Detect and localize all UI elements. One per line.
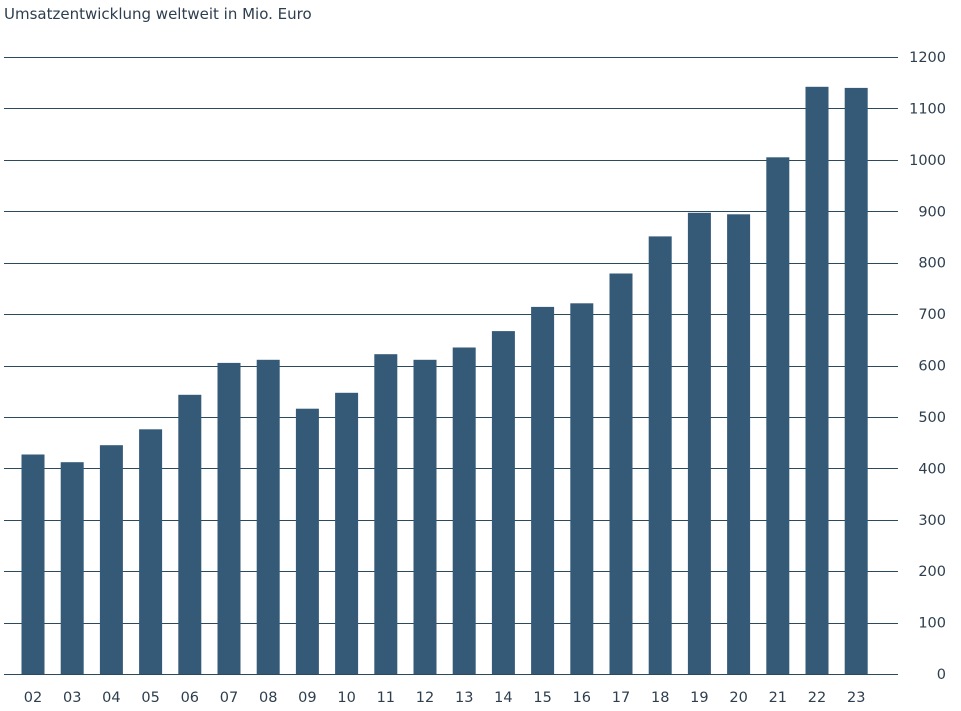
x-tick-label: 05 xyxy=(141,690,159,706)
bar-11 xyxy=(374,354,398,674)
x-tick-label: 07 xyxy=(220,690,238,706)
x-tick-label: 21 xyxy=(769,690,787,706)
x-tick-label: 09 xyxy=(298,690,316,706)
bar-23 xyxy=(844,87,868,674)
y-tick-label: 200 xyxy=(918,564,946,580)
bar-22 xyxy=(805,86,829,675)
x-tick-label: 10 xyxy=(337,690,355,706)
x-tick-label: 16 xyxy=(573,690,591,706)
y-tick-label: 1200 xyxy=(909,50,946,66)
x-tick-label: 22 xyxy=(808,690,826,706)
y-tick-label: 500 xyxy=(918,410,946,426)
x-tick-label: 23 xyxy=(847,690,865,706)
bar-10 xyxy=(335,392,359,674)
x-tick-label: 17 xyxy=(612,690,630,706)
bar-19 xyxy=(687,212,711,675)
x-tick-labels: 02 03 04 05 06 07 08 09 10 11 12 13 14 15 16 17 18 19 20 21… xyxy=(24,690,866,706)
bar-09 xyxy=(295,408,319,674)
x-tick-label: 18 xyxy=(651,690,669,706)
bar-15 xyxy=(531,306,555,674)
bars xyxy=(21,86,868,675)
y-tick-label: 300 xyxy=(918,513,946,529)
bar-14 xyxy=(491,331,515,674)
x-tick-label: 12 xyxy=(416,690,434,706)
bar-12 xyxy=(413,359,437,674)
grid-lines xyxy=(4,57,898,675)
y-tick-label: 1000 xyxy=(909,153,946,169)
y-tick-label: 1100 xyxy=(909,101,946,117)
y-tick-label: 900 xyxy=(918,204,946,220)
x-tick-label: 04 xyxy=(102,690,120,706)
y-tick-label: 800 xyxy=(918,256,946,272)
bar-13 xyxy=(452,347,476,674)
bar-20 xyxy=(727,214,751,675)
y-tick-label: 600 xyxy=(918,359,946,375)
x-tick-label: 02 xyxy=(24,690,42,706)
x-tick-label: 08 xyxy=(259,690,277,706)
bar-06 xyxy=(178,394,202,674)
bar-08 xyxy=(256,359,280,674)
bar-16 xyxy=(570,303,594,674)
bar-18 xyxy=(648,236,672,674)
bar-05 xyxy=(139,429,163,674)
x-tick-label: 14 xyxy=(494,690,512,706)
y-tick-label: 700 xyxy=(918,307,946,323)
bar-07 xyxy=(217,362,241,674)
x-tick-label: 20 xyxy=(729,690,747,706)
x-tick-label: 06 xyxy=(181,690,199,706)
bar-02 xyxy=(21,454,45,674)
bar-03 xyxy=(60,462,84,674)
x-tick-label: 15 xyxy=(533,690,551,706)
y-tick-label: 100 xyxy=(918,616,946,632)
y-tick-label: 0 xyxy=(937,667,946,683)
x-tick-label: 19 xyxy=(690,690,708,706)
chart-title: Umsatzentwicklung weltweit in Mio. Euro xyxy=(4,5,312,23)
x-tick-label: 11 xyxy=(377,690,395,706)
x-tick-label: 03 xyxy=(63,690,81,706)
y-tick-labels: 0 100 200 300 400 500 600 700 800 900 1000 1100 1200 xyxy=(909,50,946,683)
bar-04 xyxy=(99,445,123,674)
bar-21 xyxy=(766,157,790,675)
bar-17 xyxy=(609,273,633,674)
x-tick-label: 13 xyxy=(455,690,473,706)
y-tick-label: 400 xyxy=(918,461,946,477)
